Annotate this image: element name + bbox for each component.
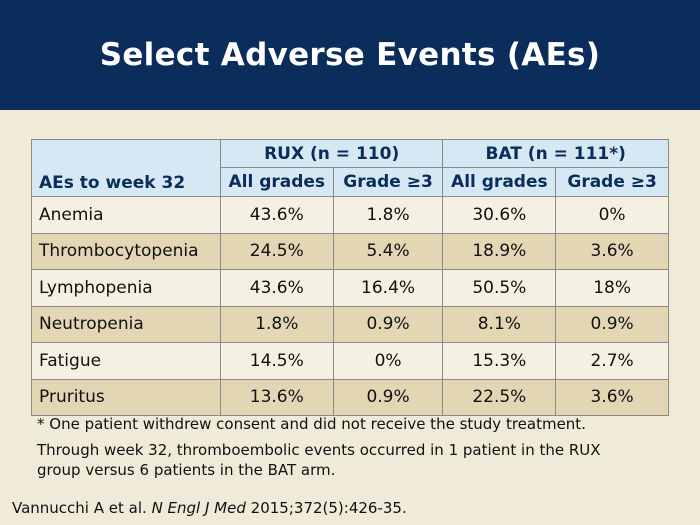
table-cell: 14.5%	[219, 342, 334, 380]
table-cell: 0.9%	[332, 305, 444, 343]
table-cell: 18%	[555, 269, 669, 307]
table-row: Neutropenia 1.8% 0.9% 8.1% 0.9%	[31, 305, 669, 343]
citation: Vannucchi A et al. N Engl J Med 2015;372…	[12, 499, 407, 517]
table-cell: 22.5%	[442, 378, 557, 416]
table-cell: 24.5%	[219, 232, 334, 270]
subheader-bat-all-grades: All grades	[442, 167, 557, 197]
table-group-header-row: AEs to week 32 RUX (n = 110) BAT (n = 11…	[31, 139, 669, 197]
table-cell: 50.5%	[442, 269, 557, 307]
table-row: Thrombocytopenia 24.5% 5.4% 18.9% 3.6%	[31, 232, 669, 270]
row-label: Neutropenia	[31, 305, 221, 343]
subheader-bat-grade3: Grade ≥3	[555, 167, 669, 197]
table-cell: 0.9%	[555, 305, 669, 343]
row-label: Lymphopenia	[31, 269, 221, 307]
table-cell: 5.4%	[332, 232, 444, 270]
row-label: Pruritus	[31, 378, 221, 416]
table-cell: 43.6%	[219, 196, 334, 234]
table-cell: 13.6%	[219, 378, 334, 416]
slide-title: Select Adverse Events (AEs)	[99, 37, 601, 73]
table-subheader-row: All grades Grade ≥3 All grades Grade ≥3	[32, 167, 669, 197]
table-cell: 3.6%	[555, 232, 669, 270]
row-label: Anemia	[31, 196, 221, 234]
table-cell: 3.6%	[555, 378, 669, 416]
row-header-cell: AEs to week 32	[31, 139, 221, 197]
thromboembolic-note: Through week 32, thromboembolic events o…	[37, 441, 601, 479]
table-row: Lymphopenia 43.6% 16.4% 50.5% 18%	[31, 269, 669, 307]
subheader-rux-grade3: Grade ≥3	[332, 167, 444, 197]
adverse-events-table: AEs to week 32 RUX (n = 110) BAT (n = 11…	[31, 139, 669, 416]
table-cell: 1.8%	[219, 305, 334, 343]
subheader-rux-all-grades: All grades	[219, 167, 334, 197]
table-cell: 2.7%	[555, 342, 669, 380]
table-row: Fatigue 14.5% 0% 15.3% 2.7%	[31, 342, 669, 380]
adverse-events-table-container: AEs to week 32 RUX (n = 110) BAT (n = 11…	[31, 139, 669, 416]
table-row: Anemia 43.6% 1.8% 30.6% 0%	[31, 196, 669, 234]
group-header-bat: BAT (n = 111*)	[442, 139, 669, 168]
row-label: Thrombocytopenia	[31, 232, 221, 270]
citation-journal: N Engl J Med	[151, 499, 246, 517]
table-row: Pruritus 13.6% 0.9% 22.5% 3.6%	[31, 378, 669, 416]
citation-details: 2015;372(5):426-35.	[250, 499, 407, 517]
table-cell: 16.4%	[332, 269, 444, 307]
table-cell: 0%	[555, 196, 669, 234]
table-cell: 15.3%	[442, 342, 557, 380]
footnote: * One patient withdrew consent and did n…	[37, 415, 586, 433]
row-label: Fatigue	[31, 342, 221, 380]
group-header-rux: RUX (n = 110)	[219, 139, 444, 168]
table-cell: 1.8%	[332, 196, 444, 234]
table-cell: 18.9%	[442, 232, 557, 270]
table-cell: 0.9%	[332, 378, 444, 416]
table-cell: 0%	[332, 342, 444, 380]
citation-authors: Vannucchi A et al.	[12, 499, 147, 517]
table-cell: 43.6%	[219, 269, 334, 307]
table-cell: 8.1%	[442, 305, 557, 343]
title-banner: Select Adverse Events (AEs)	[0, 0, 700, 110]
table-cell: 30.6%	[442, 196, 557, 234]
